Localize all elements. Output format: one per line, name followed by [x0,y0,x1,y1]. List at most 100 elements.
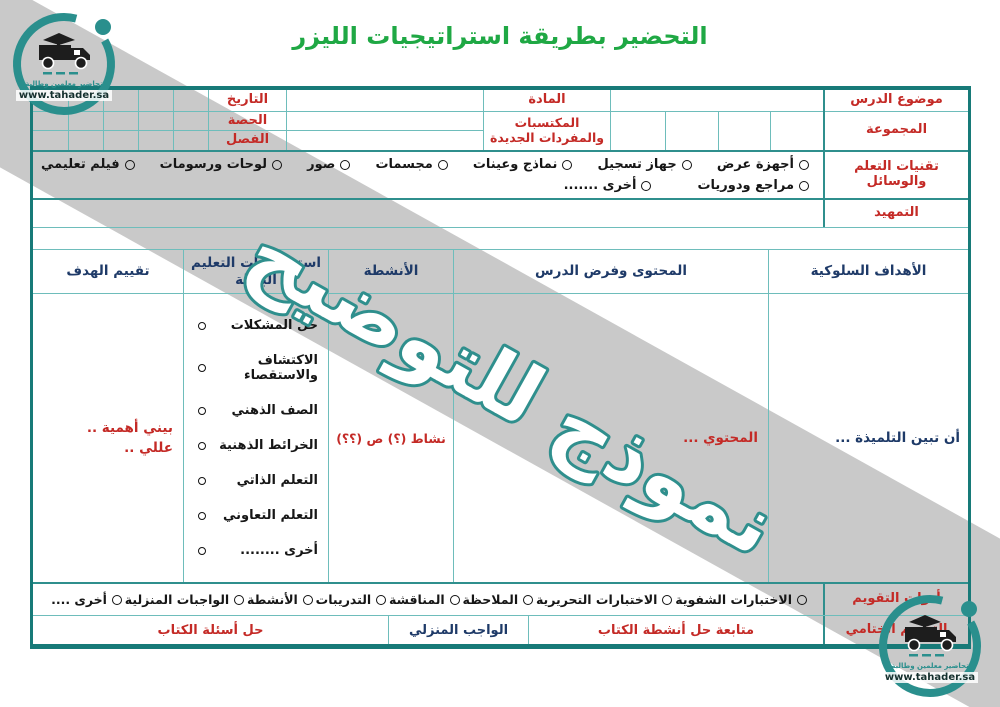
checkbox-circle-icon [562,159,573,170]
input-cell-group [770,111,823,150]
grid-cell [138,112,173,130]
checkbox-circle-icon [799,159,809,170]
option-circle-icon [198,511,206,520]
tech-option: مجسمات [375,157,448,172]
header-objectives: الأهداف السلوكية [768,250,968,293]
grid-cell [138,131,173,150]
strategies-list: حل المشكلات الاكتشاف والاستقصاء الصف الذ… [184,294,328,582]
intro-section: التمهيد [33,200,968,228]
label-intro: التمهيد [823,200,968,227]
assessment-option: التدريبات [316,592,387,607]
tech-option: مراجع ودوريات [697,178,809,193]
checkbox-circle-icon [641,180,652,191]
closing-cell-homework: الواجب المنزلي [388,616,528,644]
truck-graduation-icon [39,33,90,75]
input-cell-intro [33,200,823,227]
grid-cell [173,112,208,130]
input-cell-lesson-subject [611,90,823,112]
checkbox-circle-icon [234,594,245,605]
assessment-option: الأنشطة [247,592,313,607]
label-tech: تقنيات التعلم والوسائل [823,152,968,198]
assessment-options: الاختبارات الشفوية الاختبارات التحريرية … [33,584,823,615]
grid-cell [68,131,103,150]
grid-cell [68,112,103,130]
label-date: التاريخ [209,90,286,112]
closing-cell-book-questions: حل أسئلة الكتاب [157,622,264,638]
header-content: المحتوى وفرض الدرس [453,250,768,293]
brand-logo-top-left: تحاضير معلمين وطالبة www.tahader.sa [6,6,122,122]
input-cell-group [717,111,771,150]
strategy-item: الصف الذهني [196,403,318,418]
label-acquisitions: المكتسبات والمفردات الجديدة [489,115,604,145]
tech-option: لوحات ورسومات [160,157,283,172]
strategy-item: الخرائط الذهنية [196,438,318,453]
strategy-item: التعلم الذاتي [196,473,318,488]
assessment-option: المناقشة [389,592,460,607]
checkbox-circle-icon [437,159,448,170]
main-body-row: أن تبين التلميذة ... المحتوي ... نشاط (؟… [33,294,968,584]
truck-graduation-icon [905,615,956,657]
info-section: موضوع الدرس المجموعة المادة المكتسبات وا… [33,90,968,152]
header-strategies: استراتيجيات التعليم البديلة [183,250,328,293]
assessment-option: الاختبارات التحريرية [536,592,673,607]
label-group: المجموعة [865,122,928,138]
lesson-form: موضوع الدرس المجموعة المادة المكتسبات وا… [30,86,971,649]
option-circle-icon [198,406,206,415]
assessment-option: الملاحظة [463,592,534,607]
header-activities: الأنشطة [328,250,453,293]
tech-section: تقنيات التعلم والوسائل أجهزة عرض جهاز تس… [33,152,968,200]
brand-site: www.tahader.sa [872,672,988,683]
checkbox-circle-icon [340,159,351,170]
brand-name: تحاضير معلمين وطالبة [25,80,103,88]
tech-option: صور [307,157,351,172]
tech-option: أجهزة عرض [717,157,809,172]
spacer-row [33,228,968,250]
grid-cell [173,90,208,111]
checkbox-circle-icon [797,594,807,605]
input-cell-intro-extra [33,228,968,249]
closing-cell-book-activities: متابعة حل أنشطة الكتاب [528,616,823,644]
header-goal-eval: تقييم الهدف [66,263,150,280]
assessment-option: أخرى .... [51,592,122,607]
checkbox-circle-icon [111,594,122,605]
checkbox-circle-icon [662,594,673,605]
checkbox-circle-icon [302,594,313,605]
tech-option: جهاز تسجيل [598,157,692,172]
brand-name: تحاضير معلمين وطالبة [891,662,969,670]
checkbox-circle-icon [376,594,387,605]
input-cell-acquisitions [287,131,483,150]
assessment-option: الواجبات المنزلية [125,592,245,607]
label-subject: المادة [484,90,610,112]
main-header-row: الأهداف السلوكية المحتوى وفرض الدرس الأن… [33,250,968,294]
assessment-option: الاختبارات الشفوية [675,592,807,607]
option-circle-icon [198,546,206,555]
option-circle-icon [198,364,206,372]
checkbox-circle-icon [124,159,135,170]
cell-content: المحتوي ... [453,294,768,582]
strategy-item: الاكتشاف والاستقصاء [196,353,318,383]
assessment-section: أدوات التقويم الاختبارات الشفوية الاختبا… [33,584,968,616]
option-circle-icon [198,476,206,485]
strategy-item: أخرى ........ [196,543,318,558]
brand-logo-bottom-right: تحاضير معلمين وطالبة www.tahader.sa [872,588,988,704]
ring-icon [12,12,115,115]
input-cell-group [664,111,718,150]
input-cell-group [611,112,665,150]
page-title: التحضير بطريقة استراتيجيات الليزر [292,22,708,50]
tech-option: فيلم تعليمي [41,157,135,172]
strategy-item: التعلم التعاوني [196,508,318,523]
grid-cell [33,131,68,150]
checkbox-circle-icon [449,594,460,605]
checkbox-circle-icon [799,180,809,191]
ring-icon [879,595,981,697]
grid-cell [103,112,138,130]
strategy-item: حل المشكلات [196,318,318,333]
closing-section: التقويم الختامي متابعة حل أنشطة الكتاب ا… [33,616,968,644]
cell-activities: نشاط (؟) ص (؟؟) [328,294,453,582]
cell-strategies: حل المشكلات الاكتشاف والاستقصاء الصف الذ… [183,294,328,582]
tech-option: نماذج وعينات [473,157,573,172]
brand-site: www.tahader.sa [6,90,122,101]
input-cell-subject [287,90,483,112]
label-lesson-subject: موضوع الدرس [825,90,968,112]
